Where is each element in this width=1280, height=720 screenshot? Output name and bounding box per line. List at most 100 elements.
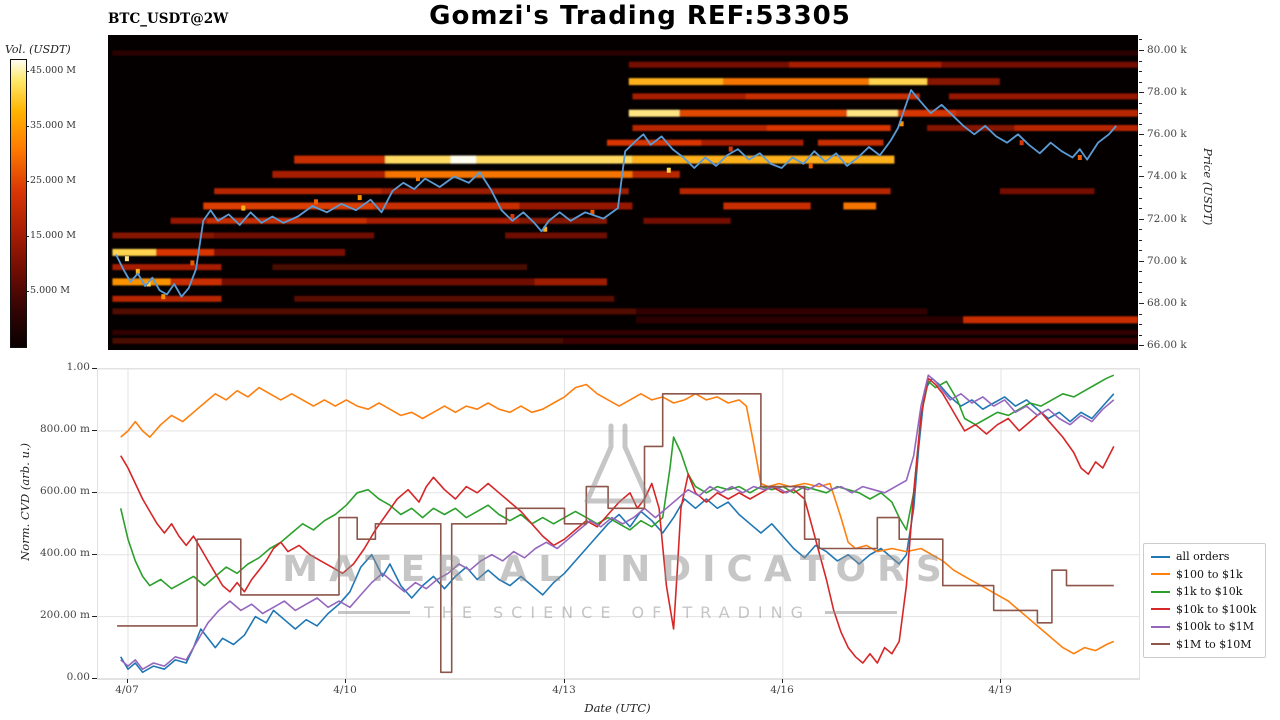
cvd-tick-mark	[92, 678, 97, 679]
colorbar-tick-mark	[26, 291, 29, 292]
cvd-tick-mark	[92, 616, 97, 617]
price-tick-mark	[1139, 39, 1142, 40]
colorbar-tick-label: 35.000 M	[30, 120, 76, 131]
heatmap-panel	[108, 35, 1138, 350]
date-tick-mark	[127, 679, 128, 683]
legend-item: $100 to $1k	[1151, 568, 1256, 581]
cvd-tick-label: 600.00 m	[39, 485, 90, 497]
price-tick-label: 72.00 k	[1147, 213, 1187, 225]
legend-swatch	[1151, 608, 1170, 610]
date-axis-label: Date (UTC)	[584, 701, 651, 715]
colorbar-tick-label: 15.000 M	[30, 230, 76, 241]
legend-item: all orders	[1151, 550, 1256, 563]
price-tick-mark	[1139, 124, 1142, 125]
price-tick-mark	[1139, 229, 1142, 230]
price-tick-mark	[1139, 103, 1142, 104]
legend-item: $1M to $10M	[1151, 638, 1256, 651]
price-tick-mark	[1139, 208, 1142, 209]
series-all-orders	[120, 377, 1115, 674]
price-tick-mark	[1139, 166, 1142, 167]
date-tick-mark	[564, 679, 565, 683]
volume-colorbar	[10, 59, 27, 348]
heatmap-canvas	[108, 35, 1138, 350]
price-tick-mark	[1139, 335, 1142, 336]
legend-swatch	[1151, 625, 1170, 628]
legend-swatch	[1151, 590, 1170, 593]
price-tick-mark	[1139, 261, 1144, 262]
date-tick-label: 4/19	[988, 684, 1012, 696]
price-tick-mark	[1139, 250, 1142, 251]
date-tick-label: 4/07	[115, 684, 139, 696]
price-tick-mark	[1139, 82, 1142, 83]
cvd-tick-label: 200.00 m	[39, 609, 90, 621]
price-tick-mark	[1139, 240, 1142, 241]
cvd-axis-label: Norm. CVD (arb. u.)	[18, 443, 32, 561]
date-tick-label: 4/13	[552, 684, 576, 696]
colorbar-tick-label: 45.000 M	[30, 65, 76, 76]
price-tick-mark	[1139, 71, 1142, 72]
legend-label: $100k to $1M	[1176, 620, 1254, 633]
price-tick-mark	[1139, 155, 1142, 156]
cvd-tick-mark	[92, 554, 97, 555]
price-tick-mark	[1139, 324, 1142, 325]
colorbar-tick-label: 5.000 M	[30, 285, 70, 296]
legend-label: $10k to $100k	[1176, 602, 1257, 616]
price-tick-label: 70.00 k	[1147, 255, 1187, 267]
cvd-tick-label: 1.00	[66, 361, 90, 373]
colorbar-tick-mark	[26, 181, 29, 182]
price-tick-mark	[1139, 113, 1142, 114]
price-tick-mark	[1139, 187, 1142, 188]
date-tick-label: 4/10	[333, 684, 357, 696]
legend-swatch	[1151, 643, 1170, 645]
cvd-panel	[97, 368, 1140, 680]
legend-swatch	[1151, 555, 1170, 558]
legend-item: $100k to $1M	[1151, 620, 1256, 633]
price-tick-mark	[1139, 219, 1144, 220]
colorbar-tick-mark	[26, 71, 29, 72]
series--1m-to-10m	[117, 392, 1114, 674]
series--1k-to-10k	[119, 374, 1115, 590]
price-tick-mark	[1139, 282, 1142, 283]
cvd-tick-mark	[92, 368, 97, 369]
colorbar-tick-label: 25.000 M	[30, 175, 76, 186]
price-tick-mark	[1139, 292, 1142, 293]
price-tick-label: 66.00 k	[1147, 339, 1187, 351]
price-tick-label: 74.00 k	[1147, 170, 1187, 182]
price-tick-mark	[1139, 92, 1144, 93]
price-tick-mark	[1139, 198, 1142, 199]
price-tick-label: 78.00 k	[1147, 86, 1187, 98]
colorbar-tick-mark	[26, 236, 29, 237]
cvd-tick-mark	[92, 492, 97, 493]
price-tick-label: 68.00 k	[1147, 297, 1187, 309]
legend-label: $100 to $1k	[1176, 567, 1243, 581]
price-tick-mark	[1139, 345, 1144, 346]
page-title: Gomzi's Trading REF:53305	[429, 1, 851, 31]
cvd-tick-label: 0.00	[66, 671, 90, 683]
legend-label: all orders	[1176, 550, 1230, 563]
price-tick-mark	[1139, 176, 1144, 177]
price-axis-label: Price (USDT)	[1201, 148, 1215, 226]
series--100k-to-1m	[120, 374, 1115, 671]
legend-item: $10k to $100k	[1151, 603, 1256, 616]
colorbar-tick-mark	[26, 126, 29, 127]
price-tick-label: 76.00 k	[1147, 128, 1187, 140]
cvd-tick-mark	[92, 430, 97, 431]
price-tick-label: 80.00 k	[1147, 44, 1187, 56]
price-tick-mark	[1139, 271, 1142, 272]
legend-item: $1k to $10k	[1151, 585, 1256, 598]
cvd-tick-label: 800.00 m	[39, 423, 90, 435]
legend-label: $1M to $10M	[1176, 637, 1252, 651]
date-tick-mark	[345, 679, 346, 683]
price-tick-mark	[1139, 50, 1144, 51]
legend: all orders $100 to $1k $1k to $10k $10k to …	[1143, 543, 1267, 658]
symbol-label: BTC_USDT@2W	[108, 11, 229, 27]
price-line	[115, 89, 1117, 298]
legend-label: $1k to $10k	[1176, 585, 1243, 598]
price-tick-mark	[1139, 145, 1142, 146]
price-tick-mark	[1139, 134, 1144, 135]
date-tick-mark	[782, 679, 783, 683]
cvd-canvas	[98, 368, 1139, 679]
heatmap-speckles	[124, 121, 1082, 300]
price-tick-mark	[1139, 314, 1142, 315]
